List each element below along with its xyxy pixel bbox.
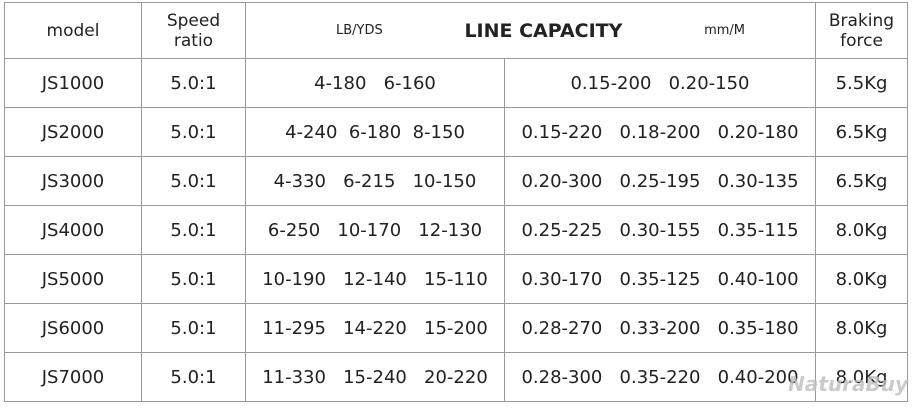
cell: 4-180 6-160 [245, 58, 505, 108]
header-text: mm/M [704, 22, 745, 38]
cell: 8.0Kg [815, 352, 908, 402]
cell: 6.5Kg [815, 107, 908, 157]
cell: 5.0:1 [141, 254, 246, 304]
cell: 5.0:1 [141, 352, 246, 402]
cell: 10-190 12-140 15-110 [245, 254, 505, 304]
row: JS6000 5.0:1 11-295 14-220 15-200 0.28-270 … [4, 303, 908, 353]
cell: 0.15-220 0.18-200 0.20-180 [504, 107, 816, 157]
cell: 0.25-225 0.30-155 0.35-115 [504, 205, 816, 255]
watermark: NaturaBuy [788, 372, 908, 396]
cell: 0.28-270 0.33-200 0.35-180 [504, 303, 816, 353]
cell: 0.15-200 0.20-150 [504, 58, 816, 108]
table-body: model Speed ratio LB/YDS LINE CAPACITY mm/… [4, 2, 908, 402]
header-cell: LB/YDS LINE CAPACITY mm/M [245, 2, 816, 59]
cell: 5.0:1 [141, 107, 246, 157]
cell: JS2000 [4, 107, 142, 157]
header-cell: model [4, 2, 142, 59]
cell: 8.0Kg [815, 205, 908, 255]
cell: 4-330 6-215 10-150 [245, 156, 505, 206]
cell: 5.0:1 [141, 205, 246, 255]
header-text: LB/YDS [336, 22, 383, 38]
capacity-header: LB/YDS LINE CAPACITY mm/M [246, 21, 815, 41]
header-text: LINE CAPACITY [464, 19, 623, 42]
cell: JS4000 [4, 205, 142, 255]
cell: 8.0Kg [815, 303, 908, 353]
cell: 0.28-300 0.35-220 0.40-200 [504, 352, 816, 402]
cell: JS6000 [4, 303, 142, 353]
cell: 0.20-300 0.25-195 0.30-135 [504, 156, 816, 206]
cell: 8.0Kg [815, 254, 908, 304]
cell: 6.5Kg [815, 156, 908, 206]
cell: 0.30-170 0.35-125 0.40-100 [504, 254, 816, 304]
cell: 5.5Kg [815, 58, 908, 108]
cell: 11-330 15-240 20-220 [245, 352, 505, 402]
row: JS5000 5.0:1 10-190 12-140 15-110 0.30-170 … [4, 254, 908, 304]
row: JS7000 5.0:1 11-330 15-240 20-220 0.28-300 … [4, 352, 908, 402]
cell: JS1000 [4, 58, 142, 108]
cell: 5.0:1 [141, 58, 246, 108]
row: JS4000 5.0:1 6-250 10-170 12-130 0.25-225 0… [4, 205, 908, 255]
spec-table: model Speed ratio LB/YDS LINE CAPACITY mm/… [4, 2, 908, 402]
header-row: model Speed ratio LB/YDS LINE CAPACITY mm/… [4, 2, 908, 59]
cell: 11-295 14-220 15-200 [245, 303, 505, 353]
header-cell: Braking force [815, 2, 908, 59]
cell: 6-250 10-170 12-130 [245, 205, 505, 255]
cell: 5.0:1 [141, 303, 246, 353]
row: JS3000 5.0:1 4-330 6-215 10-150 0.20-300 0.… [4, 156, 908, 206]
row: JS1000 5.0:1 4-180 6-160 0.15-200 0.20-150 5… [4, 58, 908, 108]
cell: 5.0:1 [141, 156, 246, 206]
row: JS2000 5.0:1 4-240 6-180 8-150 0.15-220 0.1… [4, 107, 908, 157]
cell: 4-240 6-180 8-150 [245, 107, 505, 157]
cell: JS5000 [4, 254, 142, 304]
cell: JS7000 [4, 352, 142, 402]
cell: JS3000 [4, 156, 142, 206]
header-cell: Speed ratio [141, 2, 246, 59]
